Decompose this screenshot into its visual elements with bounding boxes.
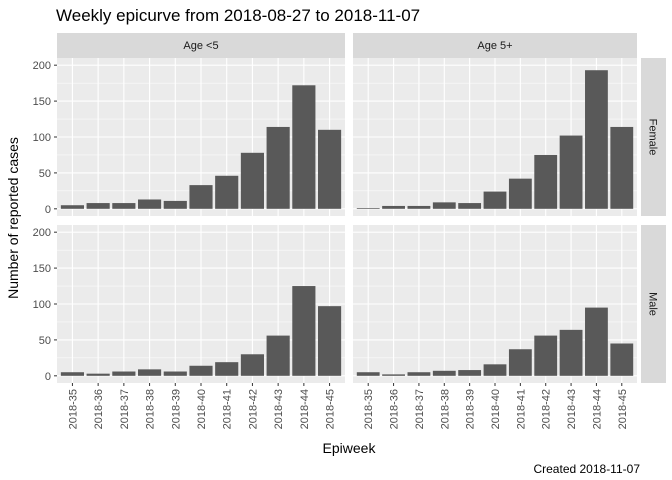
y-tick-label: 200 <box>33 60 51 72</box>
x-tick-label: 2018-35 <box>363 389 375 429</box>
y-axis-label: Number of reported cases <box>5 137 21 299</box>
bar <box>292 286 316 376</box>
x-tick-label: 2018-44 <box>299 389 311 429</box>
bar <box>60 372 84 376</box>
bar <box>138 199 162 209</box>
bar <box>240 152 264 209</box>
panel-male-age-5-plus: 2018-35 2018-36 2018-37 2018-38 2018-39 2018-… <box>353 225 637 429</box>
bar <box>534 154 558 209</box>
x-tick-label: 2018-36 <box>389 389 401 429</box>
strip-label: Age 5+ <box>477 40 512 52</box>
y-tick-label: 100 <box>33 132 51 144</box>
x-tick-label: 2018-39 <box>465 389 477 429</box>
bar <box>508 178 532 209</box>
strip-background <box>57 33 345 58</box>
bar <box>318 129 342 209</box>
facet-strip-male: Male <box>641 225 666 383</box>
x-tick-label: 2018-44 <box>591 389 603 429</box>
x-axis-label: Epiweek <box>323 440 377 456</box>
chart-title: Weekly epicurve from 2018-08-27 to 2018-… <box>56 6 420 25</box>
bar <box>266 335 290 376</box>
x-tick-label: 2018-45 <box>617 389 629 429</box>
bar <box>163 200 187 209</box>
bar <box>432 370 456 376</box>
x-tick-label: 2018-43 <box>566 389 578 429</box>
y-tick-label: 100 <box>33 299 51 311</box>
panel-female-age-under-5: 0 50 100 150 200 <box>33 58 345 216</box>
bar <box>86 373 110 376</box>
bar <box>585 307 608 376</box>
x-tick-label: 2018-41 <box>515 389 527 429</box>
y-tick-label: 50 <box>39 168 51 180</box>
bar <box>585 70 608 209</box>
y-tick-label: 0 <box>45 204 51 216</box>
bar <box>189 365 213 376</box>
bar <box>189 185 213 209</box>
y-tick-label: 150 <box>33 263 51 275</box>
x-tick-label: 2018-42 <box>247 389 259 429</box>
bar <box>508 349 532 376</box>
bar <box>382 205 405 209</box>
bar <box>610 343 634 376</box>
bar <box>356 372 380 376</box>
bar <box>458 370 482 376</box>
bar <box>407 372 431 376</box>
bar <box>215 362 239 376</box>
bar <box>483 364 507 376</box>
x-tick-label: 2018-36 <box>93 389 105 429</box>
x-tick-label: 2018-43 <box>273 389 285 429</box>
bar <box>86 203 110 209</box>
bar <box>240 354 264 376</box>
bar <box>458 203 482 209</box>
strip-background <box>641 58 666 216</box>
strip-label: Male <box>647 292 659 316</box>
bar <box>60 205 84 209</box>
bar <box>266 126 290 209</box>
strip-label: Female <box>647 119 659 156</box>
x-tick-label: 2018-37 <box>414 389 426 429</box>
y-tick-label: 50 <box>39 335 51 347</box>
panel-male-age-under-5: 0 50 100 150 200 2018-35 2018-36 2018-37 2018-38… <box>33 225 345 429</box>
x-tick-label: 2018-38 <box>145 389 157 429</box>
bar <box>163 371 187 376</box>
bar <box>292 85 316 209</box>
strip-background <box>353 33 637 58</box>
x-tick-label: 2018-37 <box>119 389 131 429</box>
y-tick-label: 200 <box>33 227 51 239</box>
bar <box>407 205 431 209</box>
x-tick-label: 2018-41 <box>222 389 234 429</box>
panel-female-age-5-plus <box>353 58 637 216</box>
x-tick-label: 2018-39 <box>170 389 182 429</box>
strip-label: Age <5 <box>183 40 218 52</box>
bar <box>534 335 558 376</box>
bar <box>382 374 405 376</box>
facet-strip-female: Female <box>641 58 666 216</box>
y-tick-label: 150 <box>33 96 51 108</box>
caption: Created 2018-11-07 <box>533 462 640 476</box>
x-tick-label: 2018-45 <box>325 389 337 429</box>
x-tick-label: 2018-40 <box>196 389 208 429</box>
bar <box>432 202 456 209</box>
bar <box>112 371 136 376</box>
facet-strip-age-under-5: Age <5 <box>57 33 345 58</box>
strip-background <box>641 225 666 383</box>
bar <box>138 369 162 376</box>
bar <box>215 175 239 209</box>
bar <box>318 306 342 376</box>
bar <box>112 203 136 209</box>
bar <box>610 126 634 209</box>
facet-strip-age-5-plus: Age 5+ <box>353 33 637 58</box>
x-tick-label: 2018-38 <box>439 389 451 429</box>
bar <box>559 135 583 209</box>
bar <box>483 191 507 209</box>
bar <box>356 208 380 209</box>
x-tick-label: 2018-40 <box>490 389 502 429</box>
x-tick-label: 2018-35 <box>67 389 79 429</box>
bar <box>559 329 583 376</box>
y-tick-label: 0 <box>45 371 51 383</box>
x-tick-label: 2018-42 <box>541 389 553 429</box>
